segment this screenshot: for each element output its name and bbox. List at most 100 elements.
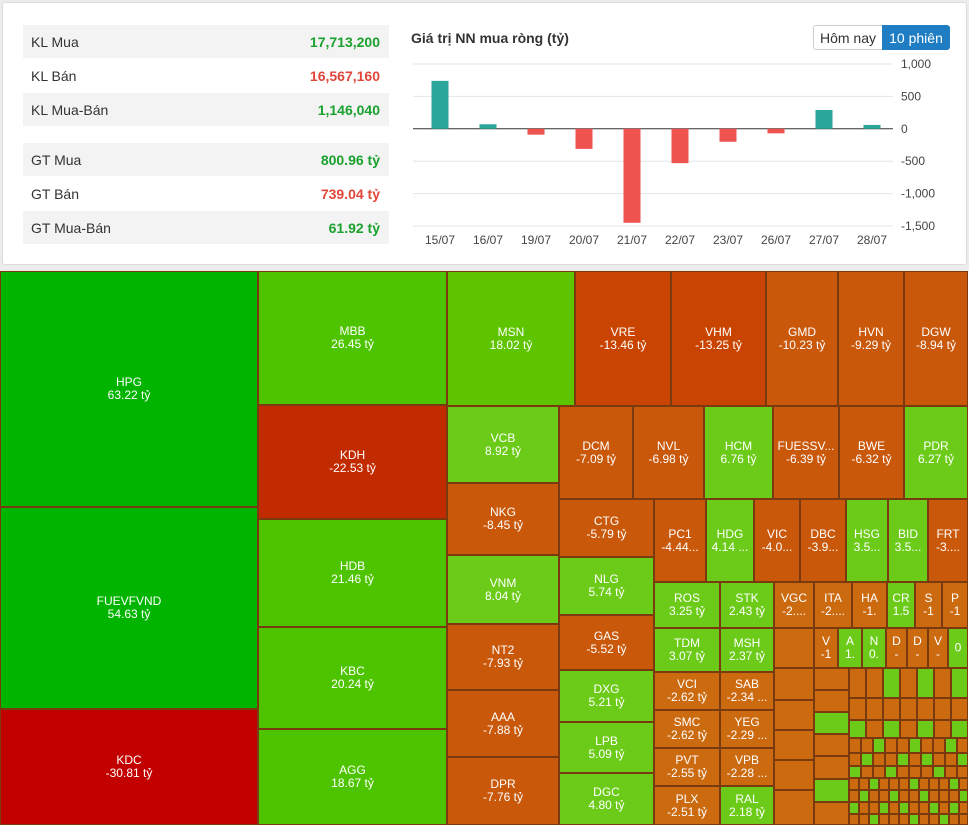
treemap-tile — [873, 766, 885, 778]
x-tick-label: 16/07 — [473, 233, 503, 247]
treemap-tile[interactable]: VCB 8.92 tỷ — [447, 406, 559, 483]
treemap-tile[interactable]: HPG 63.22 tỷ — [0, 271, 258, 507]
treemap-tile[interactable]: GAS -5.52 tỷ — [559, 615, 654, 670]
treemap-tile[interactable]: LPB 5.09 tỷ — [559, 722, 654, 773]
treemap-tile — [899, 814, 909, 825]
treemap-tile — [945, 766, 957, 778]
treemap-tile — [774, 628, 814, 668]
treemap-tile[interactable]: KBC 20.24 tỷ — [258, 627, 447, 729]
treemap-tile[interactable]: PVT -2.55 tỷ — [654, 748, 720, 786]
treemap-tile[interactable]: HVN -9.29 tỷ — [838, 271, 904, 406]
treemap-tile — [879, 802, 889, 814]
treemap-tile[interactable]: HDB 21.46 tỷ — [258, 519, 447, 627]
treemap-tile[interactable]: DPR -7.76 tỷ — [447, 757, 559, 825]
treemap-tile[interactable]: S -1 — [915, 582, 942, 628]
stat-label: KL Mua-Bán — [31, 102, 109, 118]
treemap-tile — [900, 668, 917, 698]
treemap-tile — [909, 738, 921, 753]
treemap-tile — [883, 668, 900, 698]
treemap-tile[interactable]: SMC -2.62 tỷ — [654, 710, 720, 748]
treemap-tile[interactable]: TDM 3.07 tỷ — [654, 628, 720, 672]
treemap-tile[interactable]: DGW -8.94 tỷ — [904, 271, 968, 406]
treemap-tile[interactable]: MBB 26.45 tỷ — [258, 271, 447, 405]
treemap-tile — [959, 802, 968, 814]
treemap-tile — [951, 668, 968, 698]
treemap-tile[interactable]: SAB -2.34 ... — [720, 672, 774, 710]
treemap-tile[interactable]: P -1 — [942, 582, 968, 628]
treemap-tile — [849, 766, 861, 778]
treemap-tile[interactable]: DCM -7.09 tỷ — [559, 406, 633, 499]
treemap-tile[interactable]: HA -1. — [852, 582, 887, 628]
treemap-tile[interactable]: ROS 3.25 tỷ — [654, 582, 720, 628]
treemap-tile[interactable]: DXG 5.21 tỷ — [559, 670, 654, 722]
treemap-tile[interactable]: VGC -2.... — [774, 582, 814, 628]
treemap-tile — [949, 790, 959, 802]
treemap-tile — [849, 802, 859, 814]
treemap-tile[interactable]: VRE -13.46 tỷ — [575, 271, 671, 406]
treemap-tile — [900, 698, 917, 720]
treemap-tile[interactable]: MSN 18.02 tỷ — [447, 271, 575, 406]
treemap-tile[interactable]: KDH -22.53 tỷ — [258, 405, 447, 519]
y-tick-label: -1,000 — [901, 187, 935, 201]
treemap-tile[interactable]: HCM 6.76 tỷ — [704, 406, 773, 499]
bar — [431, 80, 449, 129]
ten-sessions-button[interactable]: 10 phiên — [882, 25, 950, 50]
treemap-tile[interactable]: A 1. — [838, 628, 862, 668]
treemap-tile — [814, 668, 849, 690]
treemap-tile[interactable]: PLX -2.51 tỷ — [654, 786, 720, 825]
treemap-tile[interactable]: STK 2.43 tỷ — [720, 582, 774, 628]
treemap-tile[interactable]: YEG -2.29 ... — [720, 710, 774, 748]
treemap-tile[interactable]: VIC -4.0... — [754, 499, 800, 582]
treemap-tile[interactable]: HDG 4.14 ... — [706, 499, 754, 582]
treemap-tile[interactable]: CTG -5.79 tỷ — [559, 499, 654, 557]
treemap-tile[interactable]: HSG 3.5... — [846, 499, 888, 582]
treemap-tile[interactable]: CR 1.5 — [887, 582, 915, 628]
treemap-tile — [951, 720, 968, 738]
bar — [863, 124, 881, 129]
treemap-tile[interactable]: FUEVFVND 54.63 tỷ — [0, 507, 258, 709]
treemap-tile[interactable]: N 0. — [862, 628, 886, 668]
treemap-tile[interactable]: RAL 2.18 tỷ — [720, 786, 774, 825]
x-tick-label: 28/07 — [857, 233, 887, 247]
treemap-tile — [889, 790, 899, 802]
today-button[interactable]: Hôm nay — [813, 25, 883, 50]
treemap-tile[interactable]: GMD -10.23 tỷ — [766, 271, 838, 406]
treemap-tile[interactable]: NKG -8.45 tỷ — [447, 483, 559, 555]
treemap-tile — [900, 720, 917, 738]
treemap-tile[interactable]: PC1 -4.44... — [654, 499, 706, 582]
treemap-tile — [917, 720, 934, 738]
treemap-tile[interactable]: PDR 6.27 tỷ — [904, 406, 968, 499]
treemap-tile[interactable]: BWE -6.32 tỷ — [839, 406, 904, 499]
treemap-tile[interactable]: DBC -3.9... — [800, 499, 846, 582]
treemap-tile[interactable]: 0 — [948, 628, 968, 668]
treemap-tile[interactable]: AGG 18.67 tỷ — [258, 729, 447, 825]
treemap-tile[interactable]: VCI -2.62 tỷ — [654, 672, 720, 710]
foreign-trading-panel: KL Mua 17,713,200 KL Bán 16,567,160 KL M… — [2, 2, 967, 265]
treemap-tile[interactable]: ITA -2.... — [814, 582, 852, 628]
treemap-tile — [774, 700, 814, 730]
treemap-tile — [945, 738, 957, 753]
treemap-tile[interactable]: V- — [928, 628, 948, 668]
treemap-tile[interactable]: VNM 8.04 tỷ — [447, 555, 559, 624]
treemap-tile[interactable]: VHM -13.25 tỷ — [671, 271, 766, 406]
treemap-tile[interactable]: MSH 2.37 tỷ — [720, 628, 774, 672]
treemap-tile[interactable]: D- — [907, 628, 928, 668]
treemap-tile[interactable]: KDC -30.81 tỷ — [0, 709, 258, 825]
treemap-tile[interactable]: FRT -3.... — [928, 499, 968, 582]
treemap-tile[interactable]: NT2 -7.93 tỷ — [447, 624, 559, 690]
treemap-tile[interactable]: NLG 5.74 tỷ — [559, 557, 654, 615]
treemap-tile — [899, 778, 909, 790]
treemap-tile — [959, 778, 968, 790]
treemap-tile[interactable]: DGC 4.80 tỷ — [559, 773, 654, 825]
stat-label: KL Bán — [31, 68, 77, 84]
treemap-tile — [889, 802, 899, 814]
treemap-tile[interactable]: V -1 — [814, 628, 838, 668]
treemap-tile[interactable]: AAA -7.88 tỷ — [447, 690, 559, 757]
treemap-tile — [945, 753, 957, 766]
treemap-tile[interactable]: D- — [886, 628, 907, 668]
treemap-tile[interactable]: NVL -6.98 tỷ — [633, 406, 704, 499]
treemap-tile[interactable]: VPB -2.28 ... — [720, 748, 774, 786]
stat-row-kl-ban: KL Bán 16,567,160 — [23, 59, 389, 92]
treemap-tile[interactable]: BID 3.5... — [888, 499, 928, 582]
treemap-tile[interactable]: FUESSV... -6.39 tỷ — [773, 406, 839, 499]
